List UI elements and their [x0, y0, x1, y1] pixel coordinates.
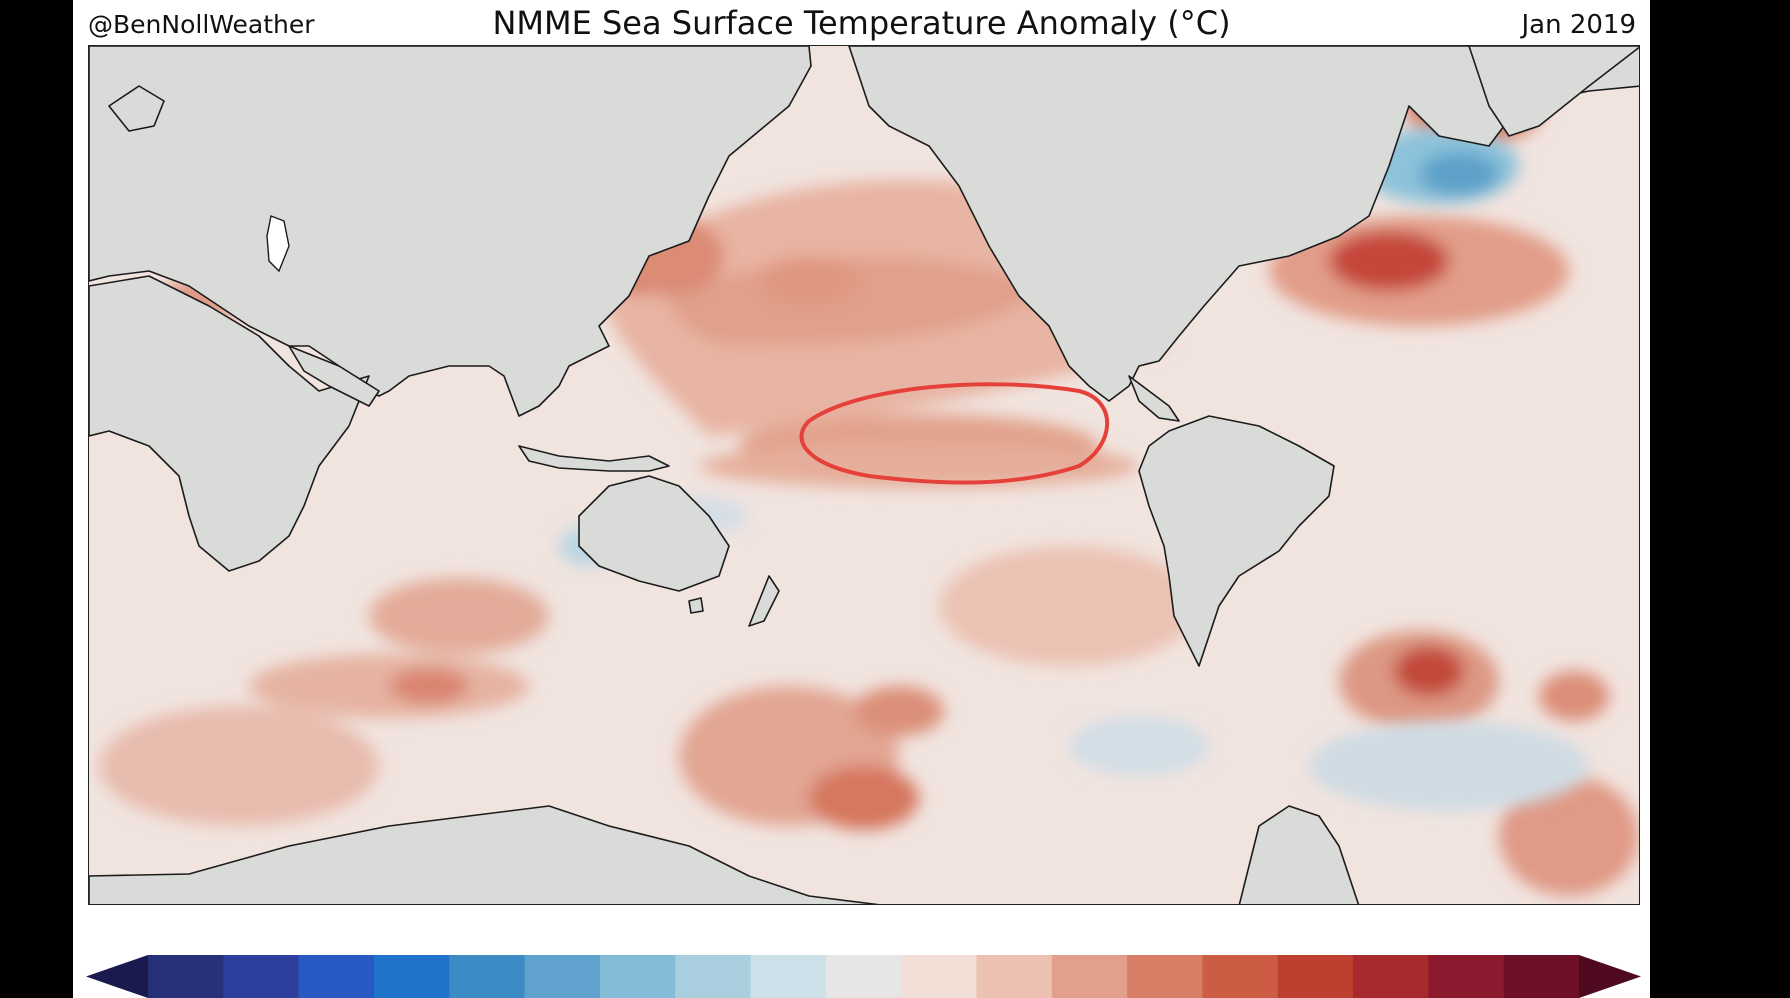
land-greenland [1468, 46, 1639, 137]
colorbar-segment [901, 955, 977, 998]
sst-anomaly-map [88, 45, 1640, 905]
land-europe-islands [108, 85, 165, 132]
colorbar-segment [223, 955, 300, 998]
colorbar-segment [825, 955, 902, 998]
author-credit: @BenNollWeather [88, 10, 315, 39]
colorbar-segment [373, 955, 450, 998]
land-north-america [848, 46, 1639, 402]
colorbar-segment [1503, 955, 1580, 998]
map-panel: @BenNollWeather NMME Sea Surface Tempera… [73, 0, 1650, 998]
colorbar-segment [1353, 955, 1429, 998]
land-arabia [288, 345, 380, 407]
colorbar-segment [524, 955, 601, 998]
colorbar-segment [1428, 955, 1505, 998]
land-africa [89, 275, 370, 572]
land-antarctica [89, 805, 1360, 904]
land-central-america [1128, 375, 1180, 422]
forecast-date: Jan 2019 [1521, 10, 1636, 40]
colorbar-high-extend [1579, 955, 1641, 998]
colorbar-segment [449, 955, 526, 998]
colorbar-segment [976, 955, 1053, 998]
colorbar-segment [148, 955, 224, 998]
land-eurasia [89, 46, 812, 417]
land-masses [89, 46, 1639, 904]
colorbar-segment [298, 955, 375, 998]
caspian-sea [266, 215, 290, 273]
colorbar-segment [750, 955, 827, 998]
land-indonesia [518, 445, 670, 472]
land-new-zealand [748, 575, 780, 627]
land-south-america [1138, 415, 1335, 667]
colorbar-segment [1051, 955, 1128, 998]
cool-anomalies [559, 106, 1589, 811]
land-australia [578, 475, 730, 592]
land-tasmania [688, 597, 704, 614]
highlight-circle [799, 382, 1110, 485]
colorbar-segment [1127, 955, 1203, 998]
color-scale-bar [86, 955, 1641, 998]
map-title: NMME Sea Surface Temperature Anomaly (°C… [492, 4, 1231, 42]
colorbar-segment [599, 955, 676, 998]
colorbar-segment [1202, 955, 1279, 998]
colorbar-low-extend [86, 955, 148, 998]
colorbar-segment [675, 955, 752, 998]
colorbar-segment [1277, 955, 1354, 998]
